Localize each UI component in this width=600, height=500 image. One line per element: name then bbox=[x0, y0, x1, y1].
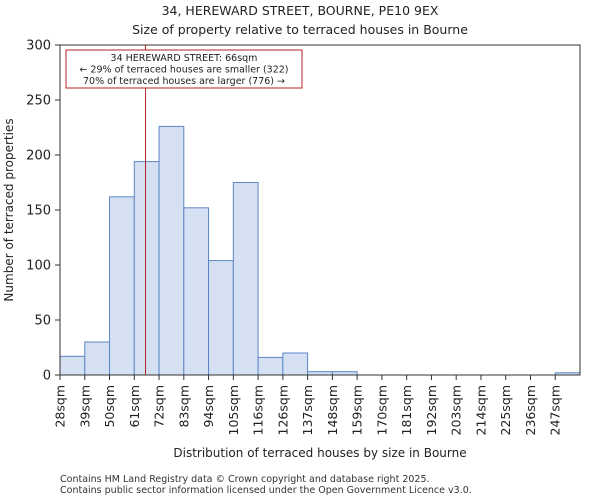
bar bbox=[208, 260, 234, 376]
y-tick-label: 200 bbox=[26, 149, 51, 164]
x-tick-label: 105sqm bbox=[226, 385, 241, 435]
bar bbox=[133, 161, 160, 376]
x-tick-label: 94sqm bbox=[201, 385, 216, 428]
x-tick-label: 50sqm bbox=[102, 385, 117, 428]
x-tick-label: 192sqm bbox=[424, 385, 439, 435]
x-tick-label: 83sqm bbox=[176, 385, 191, 428]
annotation-line: 70% of terraced houses are larger (776) … bbox=[83, 76, 285, 87]
bar bbox=[282, 352, 309, 376]
x-tick-label: 214sqm bbox=[473, 385, 488, 435]
x-tick-label: 181sqm bbox=[399, 385, 414, 435]
footer-line-2: Contains public sector information licen… bbox=[60, 485, 472, 496]
x-tick-label: 61sqm bbox=[127, 385, 142, 428]
x-tick-label: 116sqm bbox=[251, 385, 266, 435]
bar bbox=[232, 182, 259, 376]
x-tick-label: 170sqm bbox=[374, 385, 389, 435]
bar bbox=[257, 356, 284, 376]
chart-subtitle: Size of property relative to terraced ho… bbox=[132, 22, 468, 37]
x-tick-label: 247sqm bbox=[548, 385, 563, 435]
x-tick-label: 159sqm bbox=[350, 385, 365, 435]
y-tick-label: 100 bbox=[26, 259, 51, 274]
bar bbox=[183, 207, 210, 376]
y-tick-label: 300 bbox=[26, 39, 51, 54]
annotation-line: ← 29% of terraced houses are smaller (32… bbox=[79, 65, 288, 76]
x-tick-label: 225sqm bbox=[498, 385, 513, 435]
x-tick-label: 39sqm bbox=[77, 385, 92, 428]
chart-title: 34, HEREWARD STREET, BOURNE, PE10 9EX bbox=[161, 3, 439, 18]
bar bbox=[109, 196, 135, 376]
y-tick-label: 150 bbox=[26, 204, 51, 219]
bar bbox=[158, 125, 185, 376]
x-tick-label: 126sqm bbox=[275, 385, 290, 435]
y-tick-label: 250 bbox=[26, 94, 51, 109]
x-tick-label: 72sqm bbox=[152, 385, 167, 428]
x-tick-label: 28sqm bbox=[53, 385, 68, 428]
y-tick-label: 0 bbox=[43, 369, 51, 384]
annotation-line: 34 HEREWARD STREET: 66sqm bbox=[111, 53, 258, 64]
y-tick-label: 50 bbox=[34, 314, 51, 329]
footer-line-1: Contains HM Land Registry data © Crown c… bbox=[60, 474, 430, 485]
bar bbox=[84, 341, 111, 376]
bar bbox=[59, 355, 86, 376]
x-tick-label: 148sqm bbox=[325, 385, 340, 435]
x-tick-label: 137sqm bbox=[300, 385, 315, 435]
y-axis-label: Number of terraced properties bbox=[2, 118, 16, 301]
x-tick-label: 203sqm bbox=[449, 385, 464, 435]
x-tick-label: 236sqm bbox=[523, 385, 538, 435]
x-axis-label: Distribution of terraced houses by size … bbox=[173, 446, 466, 460]
annotation-box bbox=[65, 49, 303, 89]
